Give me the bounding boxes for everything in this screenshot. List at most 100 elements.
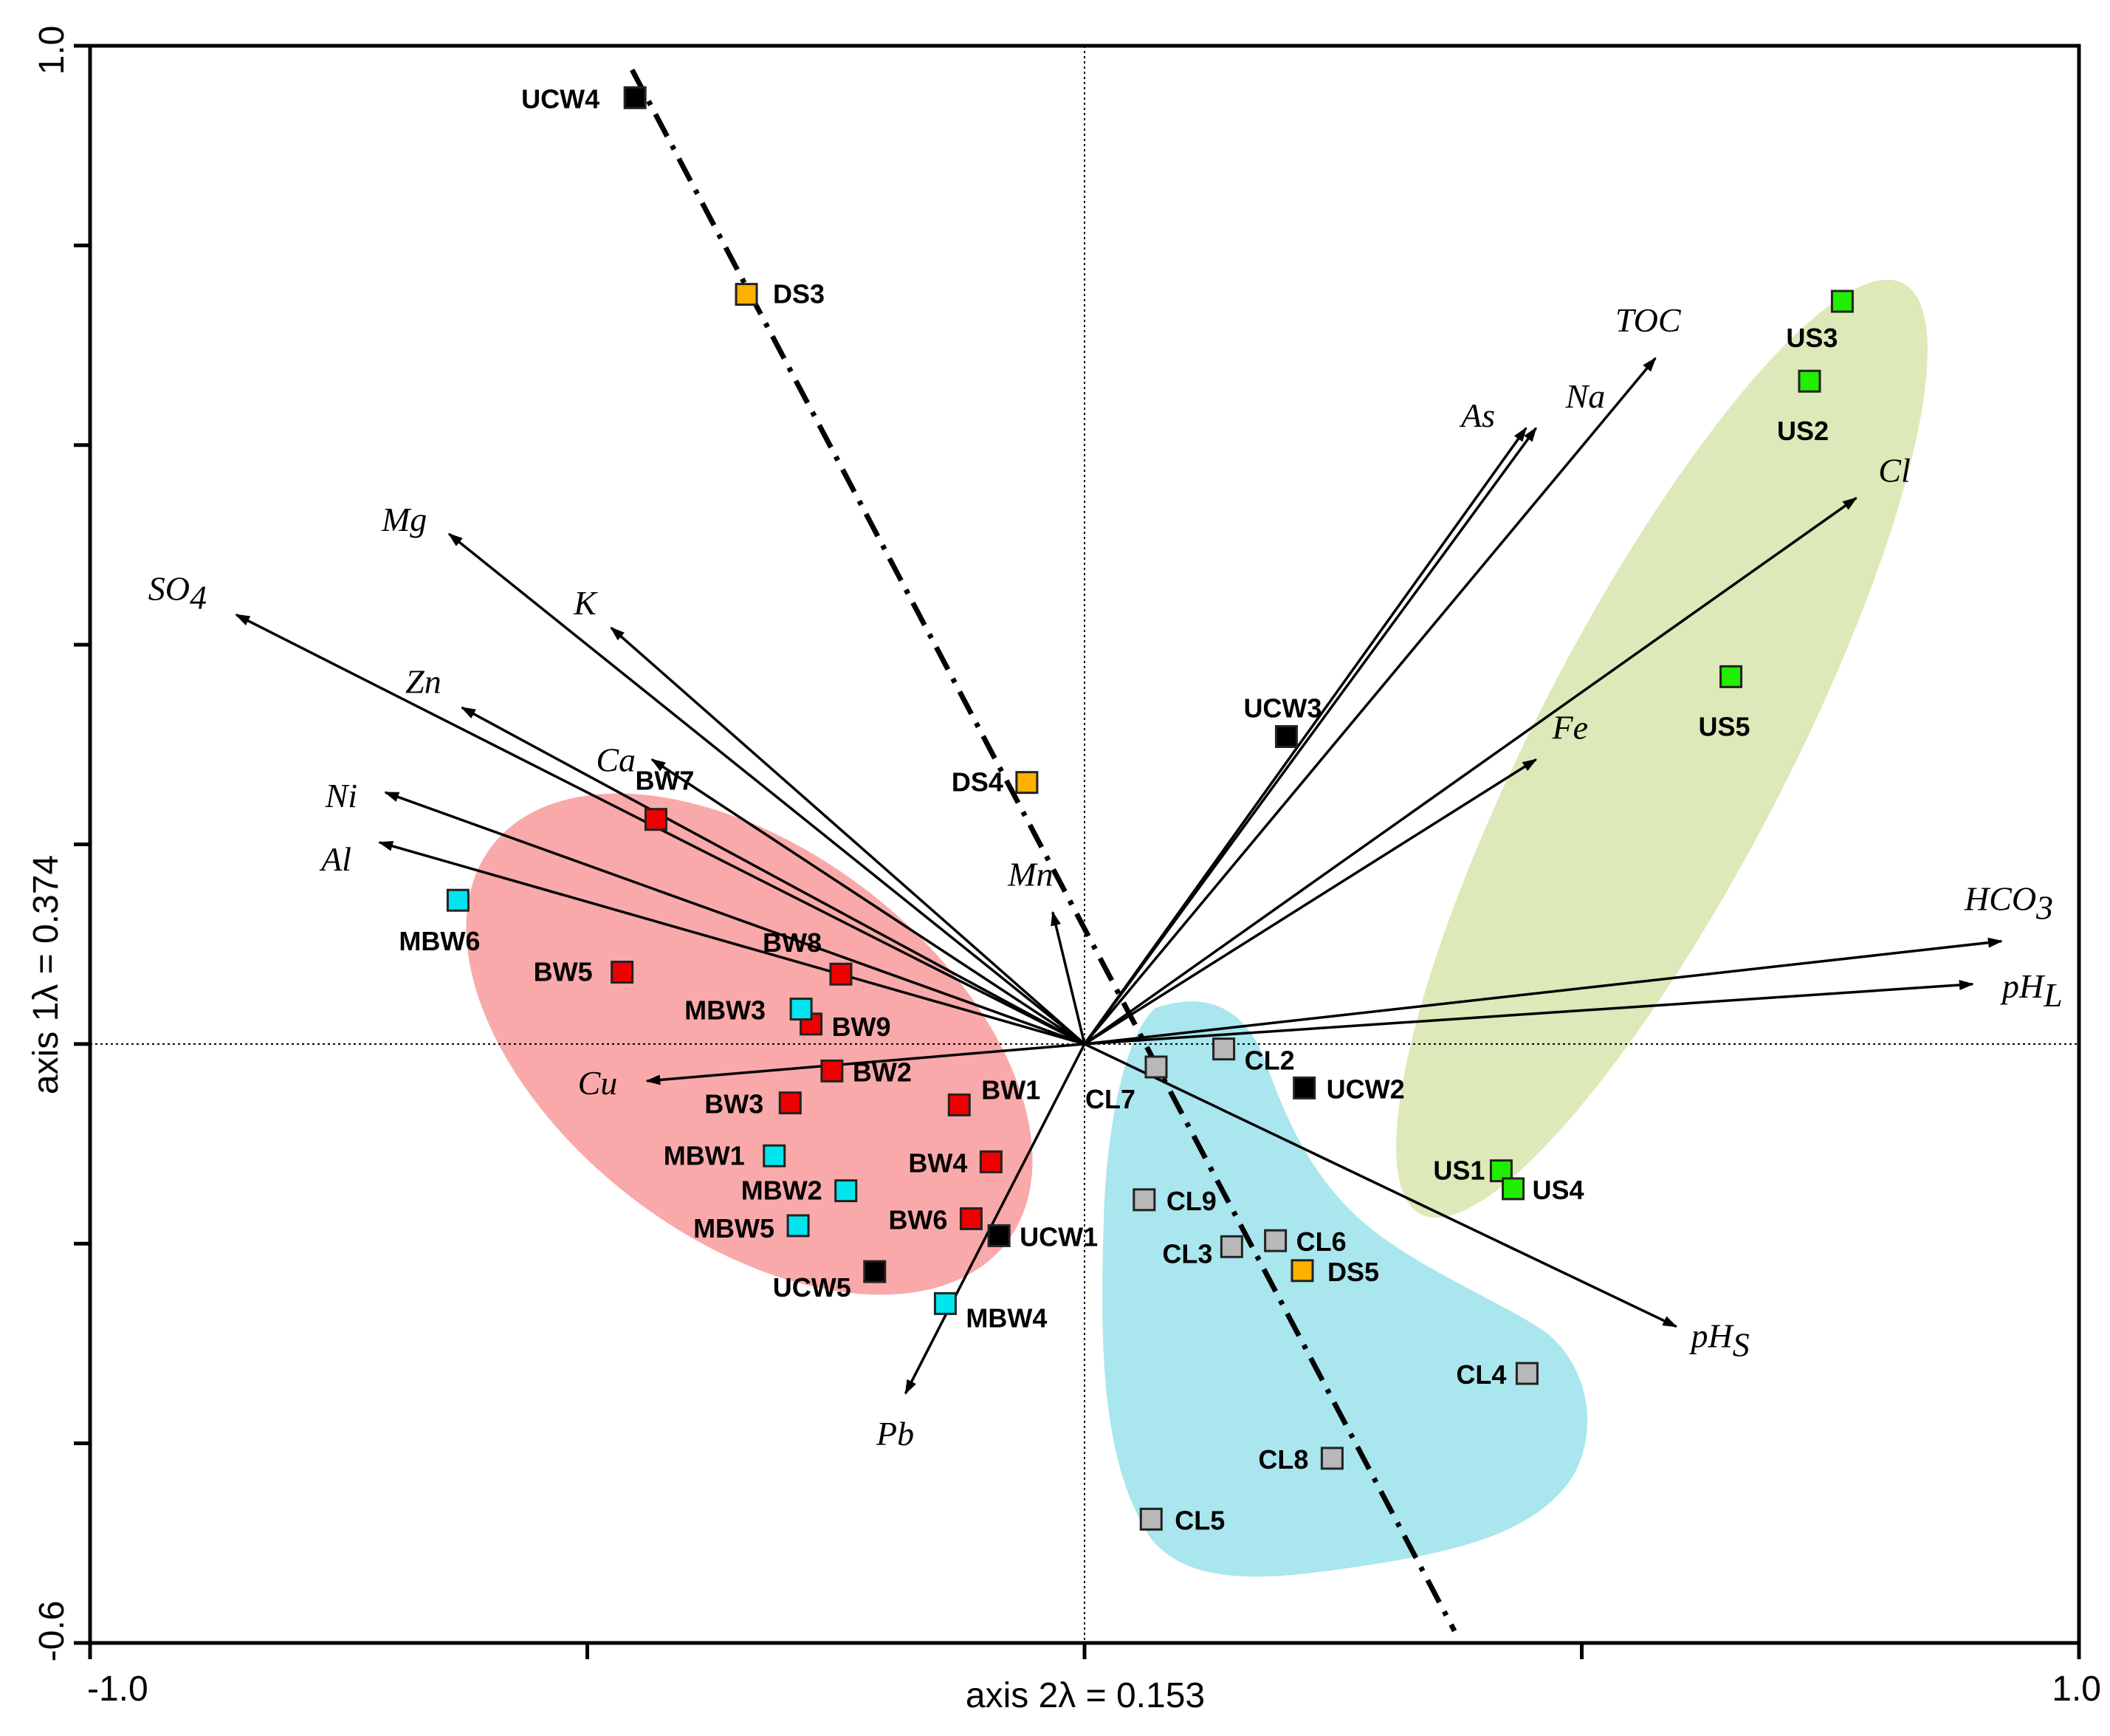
variable-label-Fe: Fe	[1552, 709, 1589, 747]
point-US5	[1719, 665, 1743, 688]
x-tick-label: -1.0	[87, 1670, 148, 1709]
point-BW7	[644, 808, 667, 831]
variable-label-Mn: Mn	[1007, 855, 1053, 893]
vector-Mn	[1051, 910, 1086, 1045]
point-UCW5	[863, 1260, 887, 1283]
point-MBW2	[834, 1179, 858, 1203]
x-tick-label: 1.0	[2052, 1670, 2101, 1709]
point-label-US5: US5	[1699, 711, 1750, 741]
point-label-BW6: BW6	[888, 1204, 947, 1235]
point-label-DS3: DS3	[773, 279, 825, 309]
point-label-US3: US3	[1786, 323, 1838, 353]
point-BW4	[979, 1150, 1003, 1173]
point-label-MBW5: MBW5	[693, 1213, 774, 1243]
point-DS3	[735, 283, 758, 306]
trend-line-layer	[630, 68, 1457, 1633]
point-label-UCW1: UCW1	[1020, 1221, 1098, 1252]
point-label-UCW4: UCW4	[521, 83, 599, 114]
point-label-UCW2: UCW2	[1327, 1074, 1405, 1104]
point-BW3	[778, 1091, 802, 1115]
point-BW1	[947, 1093, 971, 1116]
point-label-BW2: BW2	[853, 1057, 912, 1087]
variable-label-Cu: Cu	[578, 1064, 618, 1102]
vector-Cu	[645, 1043, 1085, 1085]
vector-Al	[378, 841, 1085, 1046]
point-label-BW7: BW7	[635, 766, 694, 796]
variable-label-TOC: TOC	[1615, 301, 1682, 339]
vector-pHL	[1084, 979, 1974, 1046]
point-label-CL4: CL4	[1456, 1359, 1506, 1390]
point-label-BW8: BW8	[763, 927, 822, 958]
vector-K	[610, 626, 1086, 1046]
cluster-green-ellipse	[1396, 279, 1928, 1218]
point-label-CL7: CL7	[1085, 1084, 1135, 1114]
vector-Fe	[1084, 758, 1538, 1046]
site-points: BW7 BW5 BW8 BW9 BW2 BW3 BW1 BW4 BW6 MBW6 MBW3 MBW1 M…	[399, 83, 1854, 1535]
point-label-CL6: CL6	[1296, 1226, 1347, 1257]
point-label-BW1: BW1	[981, 1074, 1040, 1105]
point-CL3	[1220, 1235, 1243, 1258]
vector-As	[1083, 427, 1527, 1045]
point-US3	[1830, 289, 1854, 313]
vector-pHS	[1084, 1043, 1678, 1328]
vector-Pb	[904, 1043, 1086, 1395]
point-CL5	[1139, 1507, 1163, 1531]
point-MBW4	[933, 1291, 957, 1315]
cluster-cyan-blob	[1102, 1001, 1588, 1577]
point-label-MBW3: MBW3	[684, 995, 766, 1026]
point-label-UCW3: UCW3	[1243, 693, 1322, 723]
vector-Cl	[1083, 496, 1858, 1046]
vector-Ni	[384, 791, 1085, 1046]
vector-Zn	[461, 706, 1085, 1046]
variable-label-SO4: SO4	[148, 570, 207, 617]
variable-label-HCO3: HCO3	[1964, 880, 2053, 927]
x-axis-label: axis 2λ = 0.153	[966, 1676, 1205, 1715]
variable-label-Cl: Cl	[1878, 451, 1910, 489]
point-label-US2: US2	[1777, 416, 1829, 446]
point-label-MBW1: MBW1	[664, 1140, 745, 1170]
point-label-DS4: DS4	[952, 767, 1003, 797]
point-MBW6	[446, 888, 470, 912]
variable-label-pHL: pHL	[2000, 967, 2063, 1014]
point-label-CL9: CL9	[1166, 1186, 1217, 1216]
point-CL6	[1264, 1229, 1288, 1252]
y-axis-label: axis 1λ = 0.374	[27, 855, 66, 1094]
point-CL2	[1212, 1037, 1236, 1061]
vector-Ca	[650, 758, 1085, 1046]
point-DS5	[1291, 1259, 1314, 1283]
variable-label-Zn: Zn	[405, 662, 441, 700]
point-US4	[1502, 1177, 1525, 1201]
vector-Na	[1083, 427, 1537, 1045]
point-CL4	[1515, 1362, 1539, 1385]
point-label-UCW5: UCW5	[773, 1272, 851, 1303]
vector-TOC	[1083, 357, 1657, 1045]
point-label-MBW2: MBW2	[741, 1176, 822, 1206]
y-tick-label: -0.6	[32, 1601, 72, 1662]
point-label-CL2: CL2	[1245, 1046, 1295, 1076]
point-UCW2	[1293, 1076, 1316, 1099]
point-CL8	[1320, 1447, 1344, 1470]
point-label-CL8: CL8	[1258, 1444, 1308, 1475]
point-BW8	[829, 962, 853, 986]
variable-label-Al: Al	[319, 840, 351, 878]
point-CL7	[1144, 1055, 1168, 1079]
point-CL9	[1133, 1188, 1156, 1212]
point-label-BW3: BW3	[704, 1089, 763, 1119]
point-UCW3	[1274, 724, 1298, 748]
point-US2	[1798, 369, 1821, 393]
point-label-BW9: BW9	[832, 1012, 891, 1042]
point-BW5	[611, 961, 634, 984]
variable-label-Pb: Pb	[876, 1415, 914, 1452]
cluster-red-ellipse	[466, 793, 1033, 1295]
point-label-DS5: DS5	[1327, 1257, 1379, 1287]
point-BW2	[820, 1059, 844, 1083]
variable-label-Na: Na	[1565, 377, 1606, 415]
point-MBW5	[786, 1214, 810, 1238]
variable-label-As: As	[1459, 397, 1495, 434]
point-UCW4	[623, 86, 647, 109]
point-label-US1: US1	[1433, 1156, 1485, 1186]
variable-label-Ni: Ni	[325, 777, 357, 814]
point-label-US4: US4	[1533, 1175, 1584, 1205]
axis-ticks: -1.0 1.0 1.0 -0.6	[32, 26, 2101, 1709]
